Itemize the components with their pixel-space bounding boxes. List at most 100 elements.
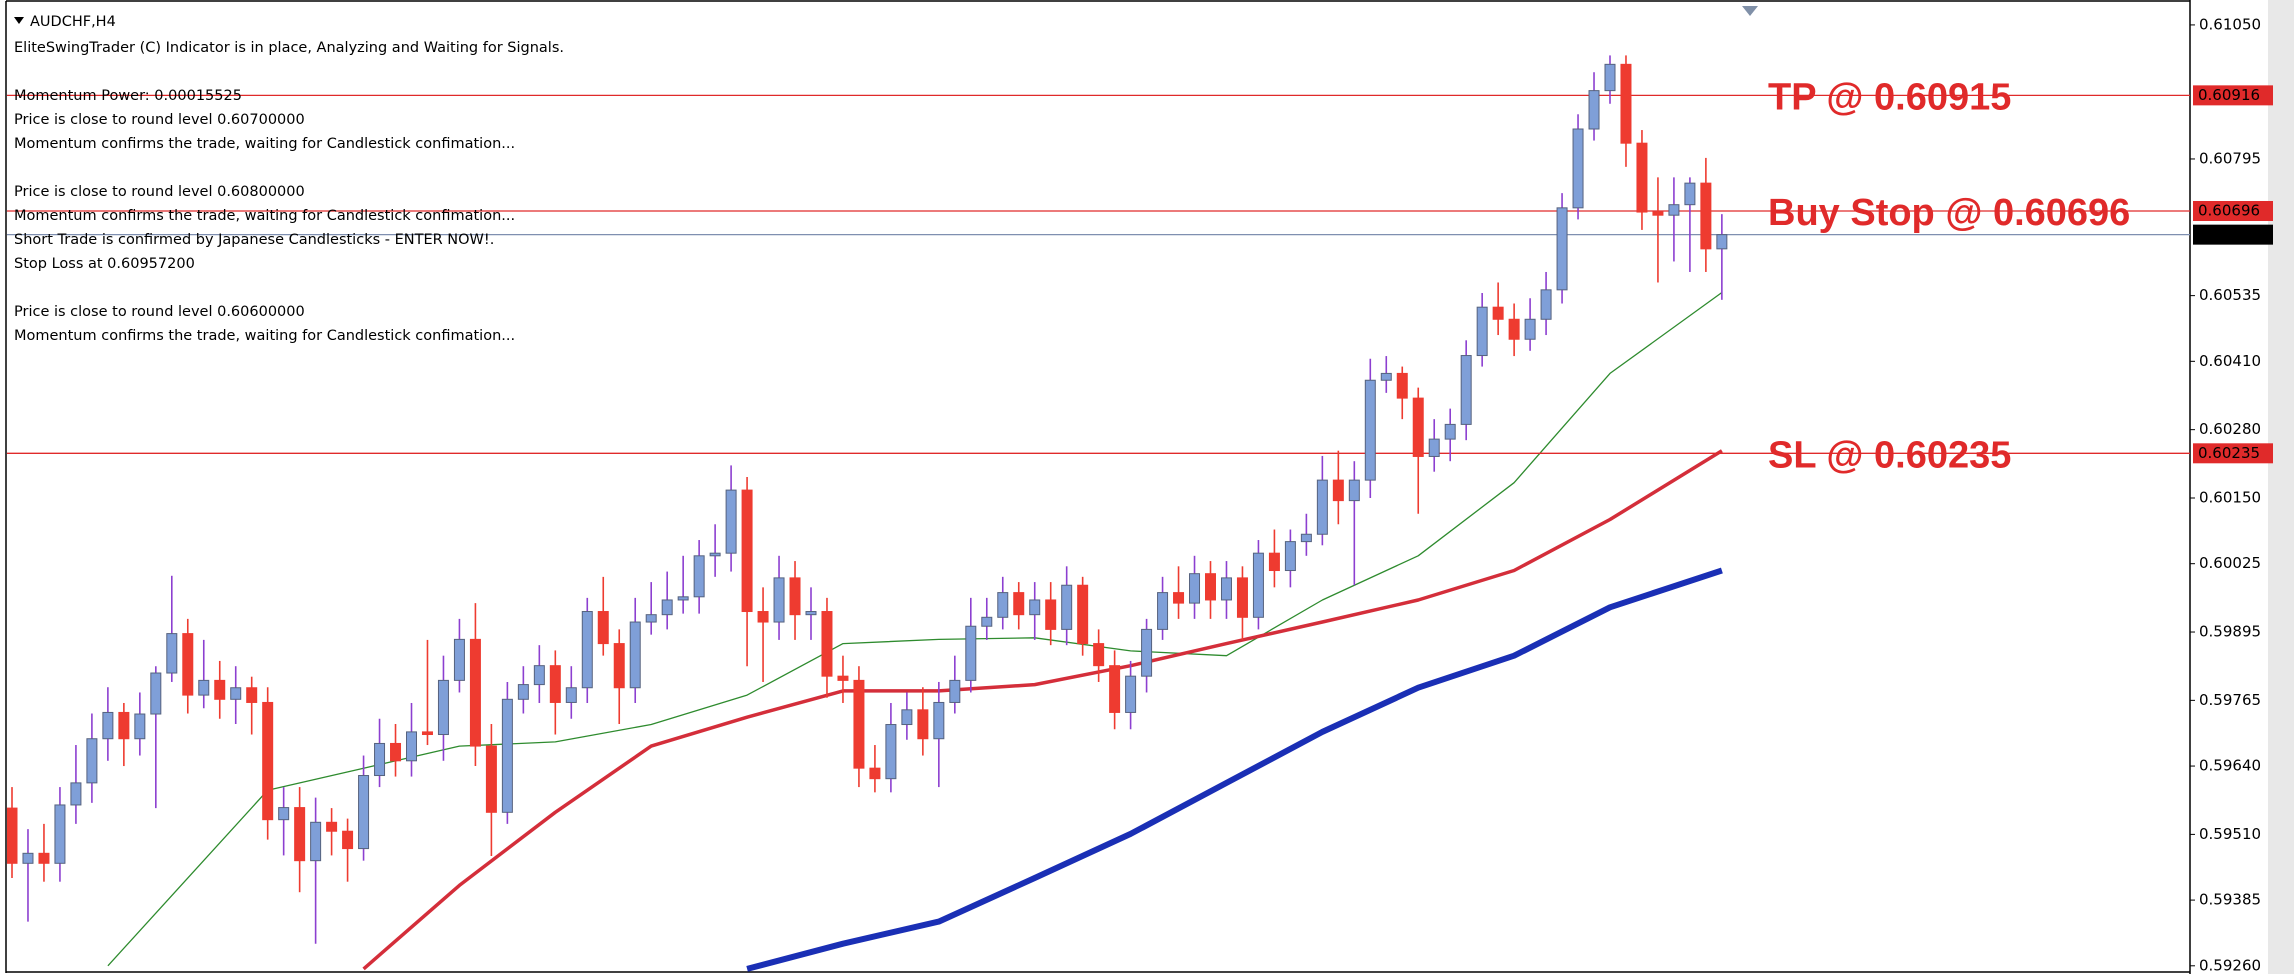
- candle-body: [773, 577, 785, 623]
- candle-body: [677, 596, 689, 601]
- info-line: Price is close to round level 0.60800000: [14, 184, 305, 200]
- info-line: Price is close to round level 0.60600000: [14, 304, 305, 320]
- candle-body: [437, 679, 449, 736]
- y-tick-label: 0.61050: [2199, 15, 2261, 33]
- candle-body: [1332, 479, 1344, 502]
- y-tick-label: 0.60410: [2199, 352, 2261, 370]
- candle-body: [613, 643, 625, 689]
- candle-body: [1668, 204, 1680, 216]
- candle-body: [1141, 628, 1153, 677]
- candle-body: [533, 665, 545, 686]
- candle-body: [1348, 479, 1360, 502]
- candle-body: [805, 611, 817, 616]
- candle-body: [1284, 541, 1296, 572]
- candle-body: [885, 724, 897, 780]
- candle-body: [837, 675, 849, 681]
- candle-body: [342, 830, 354, 850]
- candle-body: [7, 807, 18, 864]
- candle-body: [1125, 675, 1137, 713]
- candle-body: [1236, 577, 1248, 618]
- candle-body: [1524, 318, 1536, 340]
- candle-body: [821, 611, 833, 677]
- moving-average: [107, 291, 1723, 967]
- candle-body: [501, 698, 513, 813]
- level-price-box: [2193, 443, 2273, 464]
- candle-body: [406, 731, 417, 762]
- y-tick-label: 0.60795: [2199, 149, 2261, 167]
- candle-body: [517, 684, 529, 700]
- candle-body: [1716, 234, 1728, 250]
- candle-body: [1604, 63, 1616, 92]
- candle-body: [1460, 355, 1472, 425]
- candle-body: [789, 577, 801, 616]
- candle-body: [1013, 592, 1025, 616]
- level-annotation: SL @ 0.60235: [1768, 434, 2011, 476]
- candle-body: [965, 625, 977, 681]
- side-strip: [2268, 0, 2294, 974]
- candle-body: [294, 807, 306, 862]
- candle-body: [70, 782, 82, 806]
- candle-body: [118, 711, 130, 740]
- candle-body: [661, 599, 673, 616]
- candle-body: [262, 701, 274, 821]
- y-tick-label: 0.59895: [2199, 623, 2261, 641]
- candle-body: [102, 711, 114, 740]
- candle-body: [1540, 289, 1552, 320]
- candle-body: [1492, 306, 1504, 320]
- plot-area: [7, 55, 2190, 972]
- candle-body: [1205, 573, 1216, 601]
- candle-body: [358, 775, 370, 850]
- bid-price-label: 0.60651: [2198, 225, 2260, 243]
- y-tick-label: 0.59385: [2199, 891, 2261, 909]
- candle-body: [214, 679, 226, 700]
- moving-average: [362, 449, 1723, 971]
- candle-body: [134, 713, 146, 740]
- candle-body: [246, 687, 258, 703]
- candle-body: [949, 679, 961, 703]
- y-tick-label: 0.59260: [2199, 956, 2261, 974]
- candle-body: [645, 614, 657, 623]
- y-tick-label: 0.60150: [2199, 488, 2261, 506]
- candle-body: [326, 821, 338, 832]
- moving-average: [746, 567, 1723, 972]
- candle-body: [1684, 182, 1696, 206]
- candle-body: [38, 852, 50, 864]
- y-tick-label: 0.59765: [2199, 691, 2261, 709]
- candle-body: [565, 687, 577, 703]
- candle-body: [1620, 63, 1632, 144]
- bid-price-box: [2193, 224, 2273, 245]
- candle-body: [453, 638, 465, 681]
- candle-body: [485, 745, 497, 813]
- candle-body: [150, 672, 162, 715]
- chart-title: AUDCHF,H4: [30, 14, 116, 30]
- candle-body: [86, 738, 98, 784]
- candle-body: [310, 821, 322, 862]
- y-tick-label: 0.59640: [2199, 757, 2261, 775]
- candle-body: [1652, 211, 1664, 216]
- title-arrow: [14, 17, 24, 24]
- candle-body: [469, 638, 481, 747]
- candle-body: [1029, 599, 1041, 616]
- candle-body: [549, 665, 561, 703]
- candle-body: [1077, 584, 1089, 645]
- candle-body: [581, 611, 593, 689]
- candle-body: [22, 852, 34, 864]
- candle-body: [725, 489, 737, 554]
- candle-body: [1189, 573, 1201, 604]
- level-price-box: [2193, 200, 2273, 221]
- candle-body: [1428, 438, 1440, 457]
- candle-body: [390, 742, 402, 762]
- candle-body: [1157, 592, 1169, 630]
- shift-marker: [1742, 6, 1758, 16]
- candle-body: [182, 633, 194, 696]
- candle-body: [230, 687, 242, 700]
- candle-body: [421, 731, 433, 736]
- candle-body: [693, 555, 705, 598]
- candle-body: [1252, 552, 1264, 618]
- level-price-label: 0.60235: [2198, 444, 2260, 462]
- candle-body: [374, 742, 386, 777]
- info-line: Price is close to round level 0.60700000: [14, 112, 305, 128]
